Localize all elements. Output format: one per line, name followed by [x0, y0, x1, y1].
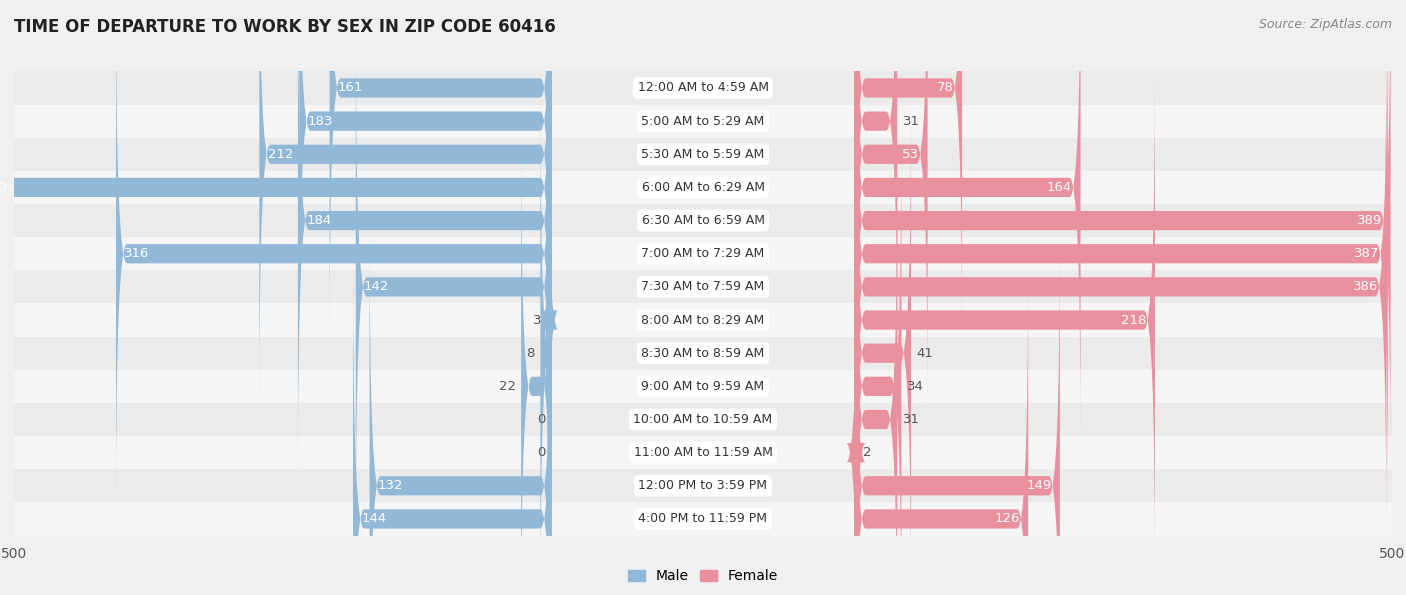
- FancyBboxPatch shape: [117, 0, 551, 509]
- Text: 184: 184: [307, 214, 332, 227]
- Text: 387: 387: [1354, 248, 1379, 260]
- Text: TIME OF DEPARTURE TO WORK BY SEX IN ZIP CODE 60416: TIME OF DEPARTURE TO WORK BY SEX IN ZIP …: [14, 18, 555, 36]
- Text: 183: 183: [308, 115, 333, 127]
- Text: 389: 389: [1357, 214, 1382, 227]
- Text: 7:00 AM to 7:29 AM: 7:00 AM to 7:29 AM: [641, 248, 765, 260]
- FancyBboxPatch shape: [855, 32, 1386, 543]
- Text: 126: 126: [994, 512, 1019, 525]
- FancyBboxPatch shape: [540, 64, 558, 575]
- Text: 0: 0: [537, 446, 546, 459]
- Text: 3: 3: [533, 314, 541, 327]
- Text: 8:00 AM to 8:29 AM: 8:00 AM to 8:29 AM: [641, 314, 765, 327]
- Text: 386: 386: [1353, 280, 1378, 293]
- Bar: [14, 436, 1392, 469]
- Bar: [14, 403, 1392, 436]
- Text: 31: 31: [903, 115, 920, 127]
- Text: 31: 31: [903, 413, 920, 426]
- FancyBboxPatch shape: [299, 0, 551, 377]
- Text: 10:00 AM to 10:59 AM: 10:00 AM to 10:59 AM: [634, 413, 772, 426]
- Text: 218: 218: [1122, 314, 1147, 327]
- Text: 132: 132: [378, 480, 404, 492]
- Bar: [14, 71, 1392, 105]
- FancyBboxPatch shape: [540, 98, 551, 595]
- FancyBboxPatch shape: [855, 0, 1388, 509]
- Bar: [14, 171, 1392, 204]
- FancyBboxPatch shape: [855, 164, 897, 595]
- FancyBboxPatch shape: [855, 0, 962, 343]
- FancyBboxPatch shape: [855, 264, 1028, 595]
- FancyBboxPatch shape: [855, 0, 1391, 476]
- Bar: [14, 303, 1392, 337]
- Text: 5:30 AM to 5:59 AM: 5:30 AM to 5:59 AM: [641, 148, 765, 161]
- Text: 149: 149: [1026, 480, 1052, 492]
- FancyBboxPatch shape: [855, 98, 911, 595]
- Text: 5:00 AM to 5:29 AM: 5:00 AM to 5:29 AM: [641, 115, 765, 127]
- Text: 11:00 AM to 11:59 AM: 11:00 AM to 11:59 AM: [634, 446, 772, 459]
- Bar: [14, 502, 1392, 536]
- Text: 0: 0: [537, 413, 546, 426]
- Text: 78: 78: [936, 82, 953, 95]
- Text: 8:30 AM to 8:59 AM: 8:30 AM to 8:59 AM: [641, 347, 765, 359]
- Text: 420: 420: [0, 181, 6, 194]
- FancyBboxPatch shape: [259, 0, 551, 410]
- Legend: Male, Female: Male, Female: [623, 564, 783, 589]
- Text: 8: 8: [526, 347, 534, 359]
- Text: 41: 41: [917, 347, 934, 359]
- Text: 53: 53: [903, 148, 920, 161]
- Text: 12:00 PM to 3:59 PM: 12:00 PM to 3:59 PM: [638, 480, 768, 492]
- Text: 9:00 AM to 9:59 AM: 9:00 AM to 9:59 AM: [641, 380, 765, 393]
- Bar: [14, 337, 1392, 369]
- FancyBboxPatch shape: [329, 0, 551, 343]
- Text: Source: ZipAtlas.com: Source: ZipAtlas.com: [1258, 18, 1392, 31]
- Text: 6:30 AM to 6:59 AM: 6:30 AM to 6:59 AM: [641, 214, 765, 227]
- FancyBboxPatch shape: [855, 64, 1154, 575]
- Text: 142: 142: [364, 280, 389, 293]
- Text: 7:30 AM to 7:59 AM: 7:30 AM to 7:59 AM: [641, 280, 765, 293]
- Text: 316: 316: [124, 248, 149, 260]
- Bar: [14, 469, 1392, 502]
- FancyBboxPatch shape: [855, 0, 928, 410]
- FancyBboxPatch shape: [855, 230, 1060, 595]
- Text: 22: 22: [499, 380, 516, 393]
- Text: 161: 161: [337, 82, 363, 95]
- Text: 34: 34: [907, 380, 924, 393]
- Text: 164: 164: [1047, 181, 1073, 194]
- Text: 144: 144: [361, 512, 387, 525]
- FancyBboxPatch shape: [855, 131, 901, 595]
- FancyBboxPatch shape: [298, 0, 551, 476]
- Text: 4:00 PM to 11:59 PM: 4:00 PM to 11:59 PM: [638, 512, 768, 525]
- FancyBboxPatch shape: [846, 197, 866, 595]
- Text: 6:00 AM to 6:29 AM: 6:00 AM to 6:29 AM: [641, 181, 765, 194]
- FancyBboxPatch shape: [522, 131, 551, 595]
- Bar: [14, 369, 1392, 403]
- Text: 2: 2: [863, 446, 872, 459]
- Bar: [14, 237, 1392, 270]
- FancyBboxPatch shape: [356, 32, 551, 543]
- FancyBboxPatch shape: [370, 230, 551, 595]
- FancyBboxPatch shape: [353, 264, 551, 595]
- Bar: [14, 270, 1392, 303]
- Bar: [14, 105, 1392, 137]
- Bar: [14, 204, 1392, 237]
- Text: 12:00 AM to 4:59 AM: 12:00 AM to 4:59 AM: [637, 82, 769, 95]
- FancyBboxPatch shape: [855, 0, 897, 377]
- Text: 212: 212: [267, 148, 292, 161]
- FancyBboxPatch shape: [855, 0, 1081, 443]
- FancyBboxPatch shape: [0, 0, 551, 443]
- Bar: [14, 137, 1392, 171]
